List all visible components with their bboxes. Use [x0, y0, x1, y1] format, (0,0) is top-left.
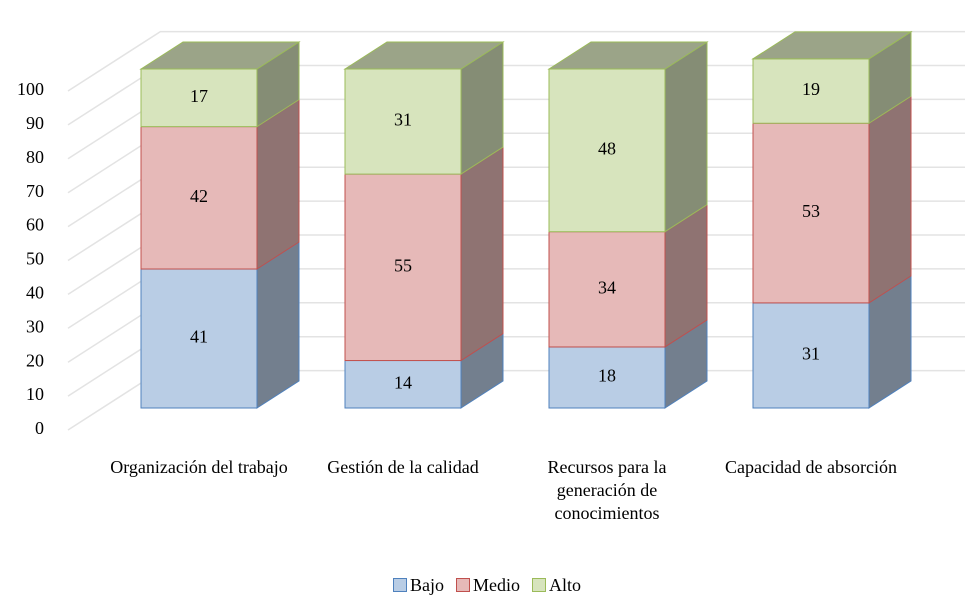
data-label: 31 — [394, 110, 412, 130]
data-label: 53 — [802, 201, 820, 221]
bar-side — [256, 98, 300, 270]
grid-line — [67, 30, 965, 92]
data-label: 42 — [190, 186, 208, 206]
bar — [140, 126, 258, 270]
legend-swatch — [392, 578, 407, 592]
bar-side — [664, 41, 708, 233]
data-label: 14 — [394, 372, 412, 392]
y-tick-label: 60 — [26, 215, 44, 235]
x-tick-label: Recursos para la generación de conocimie… — [547, 457, 667, 523]
y-tick-label: 90 — [26, 113, 44, 133]
y-tick-label: 40 — [26, 283, 44, 303]
data-label: 41 — [190, 327, 208, 347]
bar-top — [343, 41, 505, 70]
data-label: 48 — [598, 138, 616, 158]
bar — [548, 68, 666, 233]
data-label: 17 — [190, 86, 208, 106]
legend-swatch — [455, 578, 470, 592]
bar — [344, 360, 462, 409]
bar — [752, 122, 870, 304]
bar — [344, 173, 462, 362]
bar — [140, 268, 258, 409]
bar-top — [547, 41, 709, 70]
bar — [752, 58, 870, 124]
legend-item: Alto — [531, 575, 581, 596]
data-label: 18 — [598, 366, 616, 386]
y-tick-label: 0 — [35, 418, 44, 438]
data-label: 31 — [802, 344, 820, 364]
y-tick-label: 50 — [26, 249, 44, 269]
bar-side — [256, 241, 300, 409]
legend-label: Medio — [472, 575, 520, 595]
y-tick-label: 70 — [26, 181, 44, 201]
data-label: 55 — [394, 255, 412, 275]
x-tick-label: Gestión de la calidad — [327, 457, 479, 477]
x-tick-label: Organización del trabajo — [110, 457, 288, 477]
y-tick-label: 10 — [26, 384, 44, 404]
legend: Bajo Medio Alto — [0, 575, 974, 596]
data-label: 34 — [598, 277, 616, 297]
x-tick-label: Capacidad de absorción — [725, 457, 897, 477]
bar-side — [460, 146, 504, 362]
bar — [548, 231, 666, 348]
bar-top — [139, 41, 301, 70]
legend-swatch — [531, 578, 546, 592]
legend-item: Medio — [455, 575, 520, 596]
y-tick-label: 100 — [17, 79, 44, 99]
y-tick-label: 80 — [26, 147, 44, 167]
y-tick-label: 20 — [26, 350, 44, 370]
bar-top — [751, 31, 913, 60]
bar — [752, 302, 870, 409]
bar — [344, 68, 462, 175]
y-tick-label: 30 — [26, 316, 44, 336]
bar-side — [868, 95, 912, 304]
legend-label: Alto — [548, 575, 581, 595]
legend-item: Bajo — [392, 575, 444, 596]
data-label: 19 — [802, 79, 820, 99]
legend-label: Bajo — [409, 575, 444, 595]
